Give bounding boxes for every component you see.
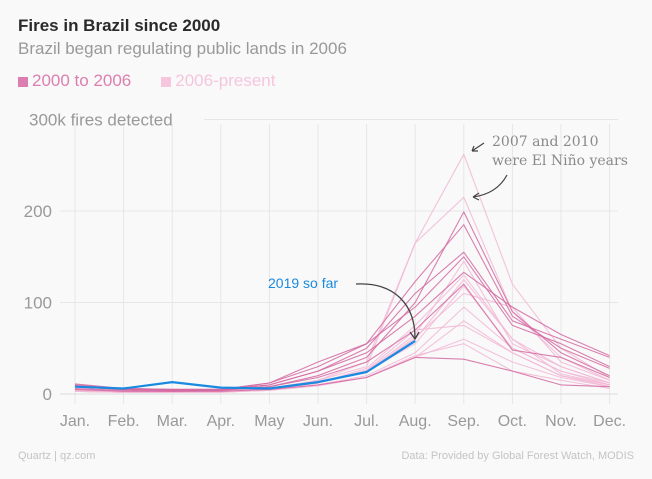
- annotation-elnino-line1: 2007 and 2010: [492, 134, 598, 150]
- legend-swatch-late: [161, 77, 172, 87]
- x-tick-label: Jun.: [303, 413, 333, 430]
- annotation-elnino-line2: were El Niño years: [492, 153, 628, 169]
- series-line-2005: [74, 271, 610, 390]
- x-tick-label: Apr.: [207, 413, 235, 430]
- x-tick-label: Oct.: [498, 413, 527, 430]
- annotation-2019: 2019 so far: [268, 275, 338, 291]
- annotation-elnino-arrow1: [471, 142, 485, 152]
- x-tick-label: Feb.: [108, 413, 140, 430]
- x-tick-label: Jan.: [60, 413, 90, 430]
- series-line-2003: [74, 251, 610, 391]
- legend-label-late: 2006-present: [175, 71, 276, 90]
- annotation-elnino-arrow2: [472, 174, 508, 201]
- y-tick-label: 200: [24, 202, 52, 221]
- series-line-2001: [74, 211, 610, 391]
- x-tick-label: Sep.: [447, 413, 480, 430]
- chart-title: Fires in Brazil since 2000: [18, 16, 221, 35]
- annotation-2019-arrowhead: [409, 331, 420, 341]
- chart-subtitle: Brazil began regulating public lands in …: [18, 39, 347, 58]
- x-tick-label: May: [254, 413, 284, 430]
- legend-swatch-early: [18, 77, 28, 87]
- footer-source-left: Quartz | qz.com: [18, 450, 96, 462]
- x-tick-label: Jul.: [354, 413, 379, 430]
- annotation-2019-arrow: [355, 283, 416, 339]
- legend-item-early: 2000 to 2006: [18, 71, 131, 91]
- y-tick-label: 0: [43, 385, 52, 404]
- series-line-2019: [74, 339, 416, 390]
- legend-item-late: 2006-present: [161, 71, 275, 91]
- legend: 2000 to 2006 2006-present: [18, 71, 275, 91]
- legend-label-early: 2000 to 2006: [32, 71, 132, 90]
- x-tick-label: Mar.: [157, 413, 188, 430]
- series-line-2006: [74, 283, 610, 392]
- y-tick-label: 300k fires detected: [29, 111, 173, 130]
- y-tick-label: 100: [24, 294, 52, 313]
- x-tick-label: Dec.: [593, 413, 626, 430]
- series-line-2011: [74, 306, 610, 393]
- footer-source-right: Data: Provided by Global Forest Watch, M…: [401, 450, 634, 462]
- x-tick-label: Aug.: [399, 413, 432, 430]
- x-tick-label: Nov.: [545, 413, 577, 430]
